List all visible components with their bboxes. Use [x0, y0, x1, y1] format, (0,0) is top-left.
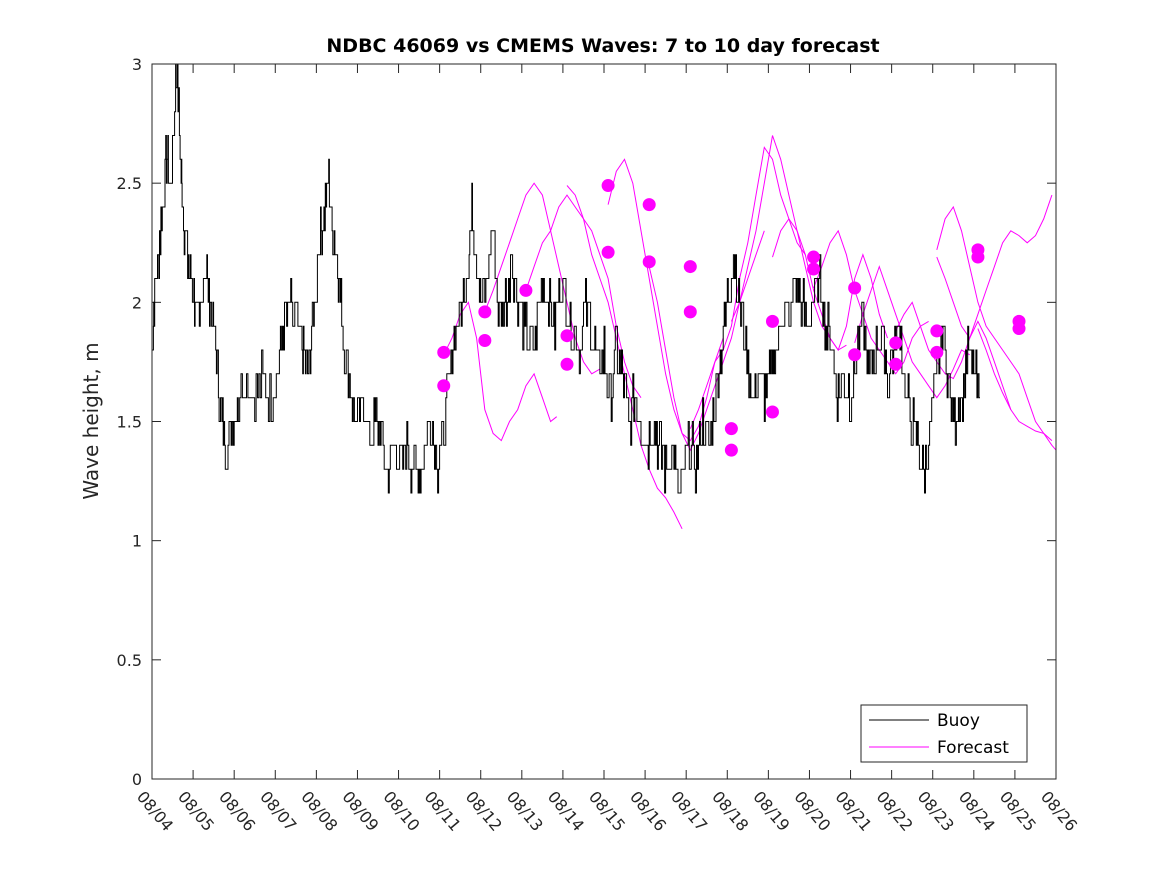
forecast-line-5 [648, 230, 765, 452]
forecast-marker-3 [478, 333, 492, 347]
legend-box [860, 704, 1028, 763]
y-tick-label: 1.5 [117, 413, 142, 432]
forecast-marker-16 [765, 405, 779, 419]
forecast-marker-1 [437, 379, 451, 393]
forecast-marker-4 [519, 283, 533, 297]
forecast-marker-28 [1012, 322, 1026, 336]
forecast-marker-5 [560, 329, 574, 343]
forecast-marker-0 [437, 345, 451, 359]
forecast-line-6 [689, 146, 806, 429]
legend-forecast-label: Forecast [937, 738, 1009, 758]
forecast-marker-21 [889, 336, 903, 350]
y-tick-label: 0 [132, 770, 142, 789]
forecast-marker-12 [683, 305, 697, 319]
forecast-marker-13 [724, 422, 738, 436]
forecast-marker-9 [642, 198, 656, 212]
forecast-markers-group [437, 179, 1026, 457]
forecast-marker-24 [930, 345, 944, 359]
forecast-marker-14 [724, 443, 738, 457]
forecast-line-0 [443, 301, 558, 442]
y-tick-label: 0.5 [117, 651, 142, 670]
legend: Buoy Forecast [860, 704, 1028, 763]
forecast-marker-22 [889, 357, 903, 371]
forecast-marker-8 [601, 245, 615, 259]
forecast-marker-10 [642, 255, 656, 269]
forecast-marker-17 [807, 250, 821, 264]
forecast-marker-18 [807, 262, 821, 276]
y-axis-tick-labels: 0 0.5 1 1.5 2 2.5 3 [117, 55, 142, 789]
forecast-marker-26 [971, 250, 985, 264]
y-tick-label: 2.5 [117, 174, 142, 193]
y-tick-label: 2 [132, 293, 142, 312]
forecast-line-12 [936, 205, 1053, 441]
forecast-marker-6 [560, 357, 574, 371]
forecast-line-11 [895, 301, 1012, 410]
forecast-marker-23 [930, 324, 944, 338]
forecast-marker-2 [478, 305, 492, 319]
forecast-marker-20 [848, 348, 862, 362]
forecast-marker-7 [601, 179, 615, 193]
plot-area [152, 64, 1056, 779]
y-tick-label: 3 [132, 55, 142, 74]
forecast-marker-11 [683, 260, 697, 274]
forecast-marker-15 [765, 314, 779, 328]
y-axis-label: Wave height, m [79, 342, 103, 499]
forecast-line-13 [936, 194, 1053, 340]
buoy-series-line [152, 64, 980, 494]
chart-title: NDBC 46069 vs CMEMS Waves: 7 to 10 day f… [326, 35, 879, 57]
forecast-line-9 [813, 229, 929, 375]
legend-buoy-label: Buoy [937, 711, 980, 731]
forecast-line-14 [977, 328, 1056, 451]
y-tick-label: 1 [132, 532, 142, 551]
plot-border [151, 63, 1057, 780]
forecast-marker-19 [848, 281, 862, 295]
